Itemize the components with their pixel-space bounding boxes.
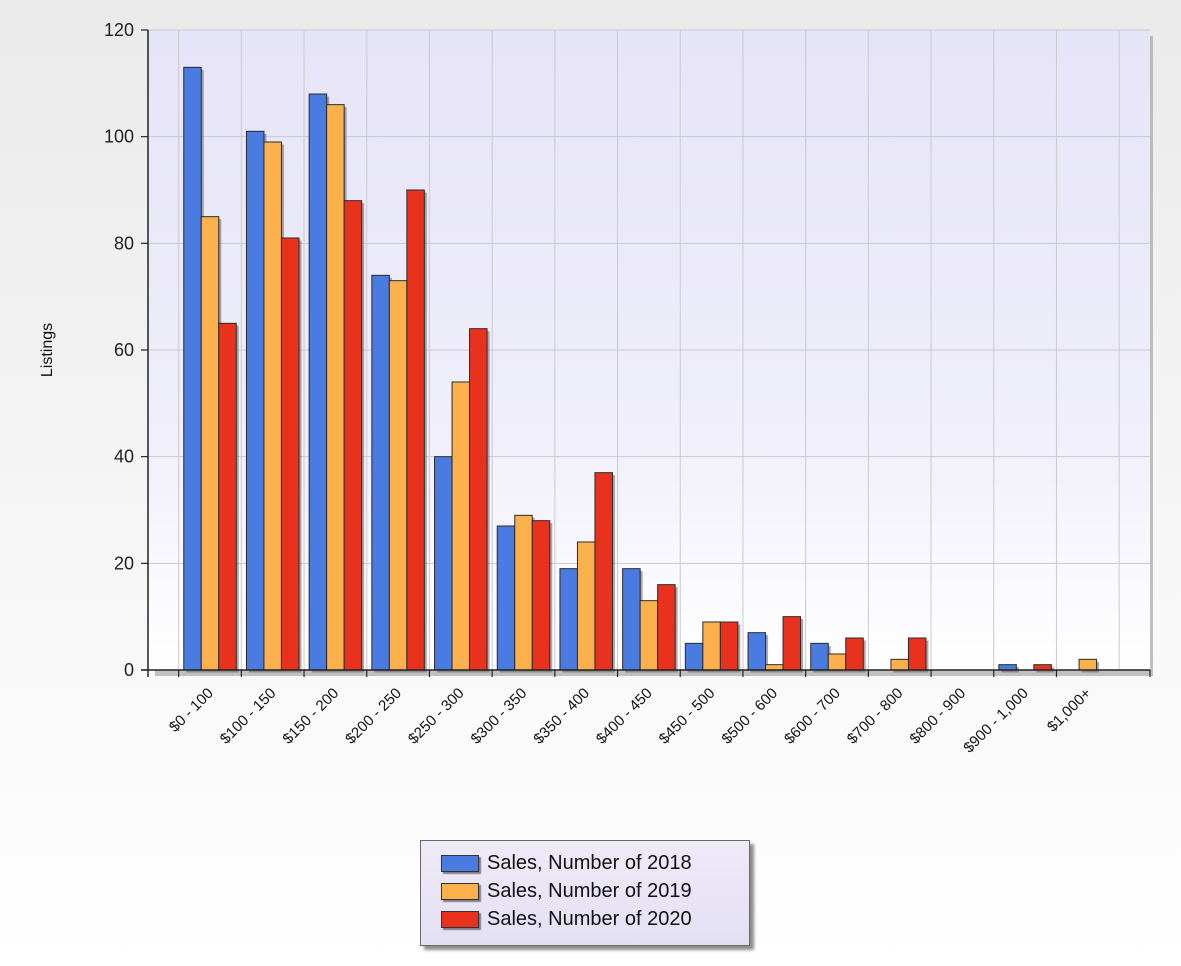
legend-label-2019: Sales, Number of 2019 <box>487 879 692 902</box>
y-axis-title: Listings <box>39 323 56 377</box>
x-tick-label: $600 - 700 <box>781 685 844 748</box>
legend-item-2020: Sales, Number of 2020 <box>441 905 749 933</box>
x-tick-label: $100 - 150 <box>217 685 280 748</box>
bar-3-3 <box>343 200 363 671</box>
bar-3-5 <box>469 328 488 671</box>
legend-item-2019: Sales, Number of 2019 <box>441 877 749 905</box>
bar-2-7 <box>576 541 596 671</box>
bar-2-5 <box>451 381 471 671</box>
legend: Sales, Number of 2018 Sales, Number of 2… <box>420 840 750 946</box>
bar-chart: 0 20 40 60 80 100 120 $0 - 100 $100 - 150 $150 - … <box>39 20 1153 757</box>
x-tick-label: $900 - 1,000 <box>960 685 1032 757</box>
bar-2-2 <box>263 141 282 671</box>
y-tick-label: 100 <box>104 127 134 147</box>
legend-swatch-2019 <box>441 882 479 900</box>
bar-3-12 <box>907 637 927 671</box>
bar-3-9 <box>719 621 739 671</box>
bar-1-7 <box>559 568 578 671</box>
x-tick-label: $0 - 100 <box>166 685 217 736</box>
x-tick-label: $250 - 300 <box>405 685 468 748</box>
bar-1-2 <box>245 130 265 671</box>
x-tick-label: $500 - 600 <box>718 685 781 748</box>
y-tick-label: 120 <box>104 20 134 40</box>
bar-3-6 <box>531 520 551 671</box>
bar-1-10 <box>747 632 767 671</box>
bar-2-12 <box>890 658 909 671</box>
y-tick-label: 60 <box>114 340 134 360</box>
bar-1-5 <box>434 456 453 671</box>
bar-2-4 <box>388 280 408 671</box>
bars <box>183 66 1100 673</box>
bar-1-14 <box>998 664 1017 671</box>
bar-2-3 <box>326 104 345 671</box>
bar-1-6 <box>496 525 516 671</box>
bar-1-1 <box>183 66 202 671</box>
legend-label-2020: Sales, Number of 2020 <box>487 907 692 930</box>
bar-3-11 <box>845 637 864 671</box>
bar-1-8 <box>622 568 641 671</box>
bar-1-3 <box>308 93 328 671</box>
x-tick-label: $150 - 200 <box>279 685 342 748</box>
bar-2-11 <box>827 653 847 671</box>
x-tick-label: $800 - 900 <box>906 685 969 748</box>
bar-1-4 <box>371 274 390 671</box>
x-tick-label: $400 - 450 <box>593 685 656 748</box>
bar-2-6 <box>514 514 533 671</box>
bar-2-1 <box>200 216 220 671</box>
legend-item-2018: Sales, Number of 2018 <box>441 849 749 877</box>
legend-label-2018: Sales, Number of 2018 <box>487 851 692 874</box>
bar-2-9 <box>702 621 721 671</box>
bar-2-10 <box>765 664 784 671</box>
bar-3-4 <box>406 189 425 671</box>
bar-3-10 <box>782 616 802 671</box>
legend-swatch-2020 <box>441 910 479 928</box>
y-tick-label: 40 <box>114 447 134 467</box>
y-tick-label: 80 <box>114 233 134 253</box>
bar-2-8 <box>639 600 659 671</box>
bar-3-2 <box>280 237 300 671</box>
x-tick-label: $450 - 500 <box>656 685 719 748</box>
x-tick-label: $350 - 400 <box>530 685 593 748</box>
x-tick-label: $200 - 250 <box>342 685 405 748</box>
x-tick-label: $700 - 800 <box>844 685 907 748</box>
bar-1-11 <box>810 642 829 671</box>
bar-1-9 <box>684 642 704 671</box>
bar-2-15 <box>1078 658 1098 671</box>
bar-3-14 <box>1033 664 1052 671</box>
x-tick-label: $300 - 350 <box>468 685 531 748</box>
x-tick-label: $1,000+ <box>1044 685 1095 736</box>
bar-3-7 <box>594 472 613 671</box>
legend-swatch-2018 <box>441 854 479 872</box>
bar-3-1 <box>218 322 237 671</box>
y-tick-label: 20 <box>114 553 134 573</box>
bar-3-8 <box>657 584 676 671</box>
y-tick-label: 0 <box>124 660 134 680</box>
